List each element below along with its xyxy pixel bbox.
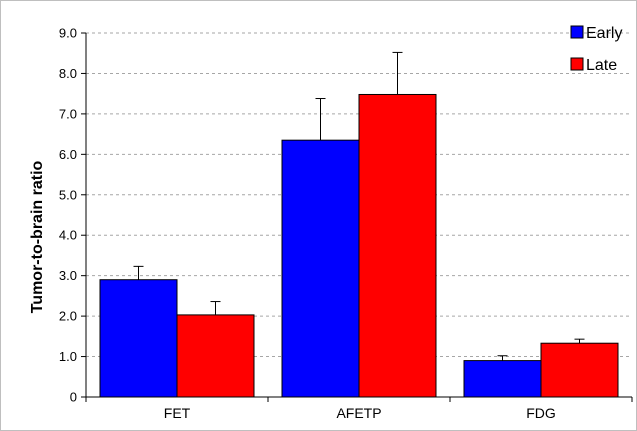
- x-category-labels: FET AFETP FDG: [164, 405, 556, 421]
- x-category-label: AFETP: [336, 405, 381, 421]
- y-tick-label: 9.0: [59, 26, 77, 41]
- bar-early: [99, 279, 178, 398]
- legend-swatch-late: [570, 57, 584, 71]
- bar-late: [358, 93, 437, 398]
- y-tick-label: 4.0: [59, 228, 77, 243]
- bar-late: [540, 342, 619, 398]
- x-category-label: FDG: [526, 405, 556, 421]
- legend-label-late: Late: [586, 57, 617, 74]
- legend-label-early: Early: [586, 25, 622, 42]
- bar-early: [281, 139, 360, 398]
- error-bars: [133, 51, 585, 361]
- y-tick-label: 8.0: [59, 66, 77, 81]
- axes: [81, 32, 633, 402]
- y-tick-labels: 0 1.0 2.0 3.0 4.0 5.0 6.0 7.0 8.0 9.0: [59, 26, 77, 405]
- y-tick-label: 2.0: [59, 309, 77, 324]
- y-tick-label: 7.0: [59, 106, 77, 121]
- x-category-label: FET: [164, 405, 191, 421]
- y-tick-label: 3.0: [59, 268, 77, 283]
- y-axis-title: Tumor-to-brain ratio: [29, 160, 46, 313]
- y-tick-label: 1.0: [59, 349, 77, 364]
- bar-late: [176, 314, 255, 398]
- y-tick-label: 6.0: [59, 147, 77, 162]
- bar-early: [463, 360, 542, 398]
- y-tick-label: 5.0: [59, 187, 77, 202]
- legend: Early Late: [570, 25, 622, 74]
- legend-swatch-early: [570, 25, 584, 39]
- y-tick-label: 0: [70, 390, 77, 405]
